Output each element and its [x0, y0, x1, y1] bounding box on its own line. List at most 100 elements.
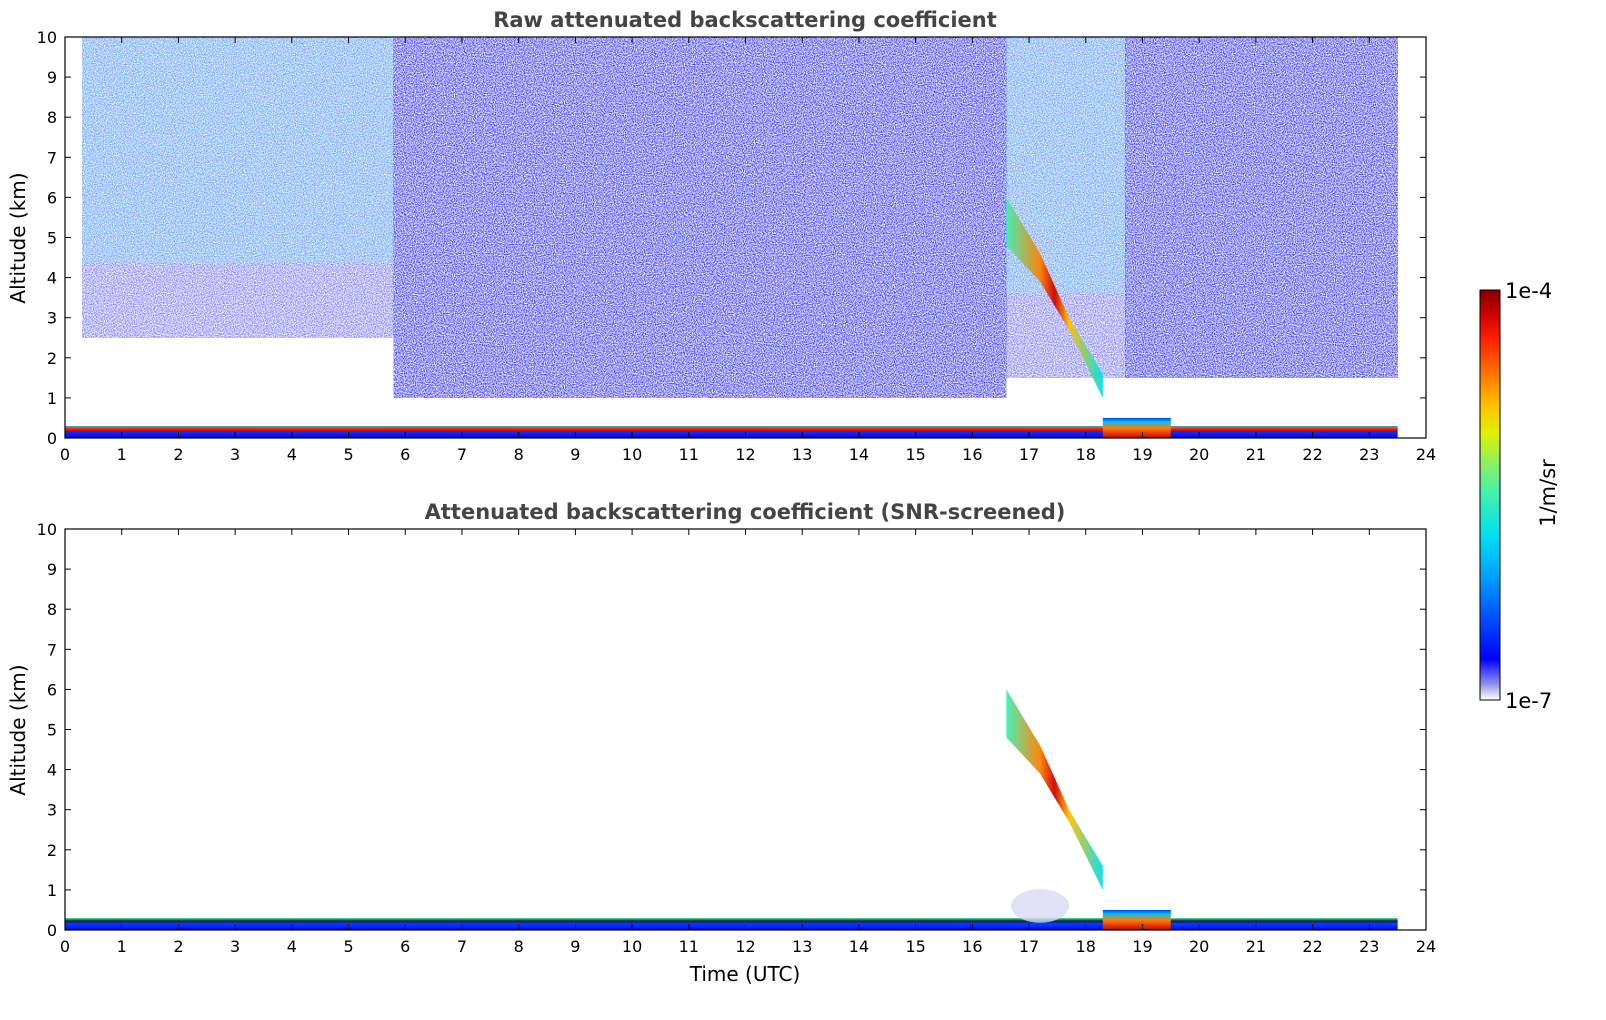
x-tick-label: 17	[1019, 445, 1039, 464]
y-tick-label: 8	[47, 600, 57, 619]
x-tick-label: 23	[1359, 937, 1379, 956]
x-tick-label: 22	[1302, 937, 1322, 956]
x-tick-label: 20	[1189, 937, 1209, 956]
x-tick-label: 19	[1132, 445, 1152, 464]
x-tick-label: 3	[230, 445, 240, 464]
x-tick-label: 5	[343, 445, 353, 464]
x-ticks: 0 1 2 3 4 5 6 7 8 9 10 11 12 13 14 15 16 17 18 19 20 21 22 23 24	[60, 37, 1436, 464]
heatmap-region-boundary-layer	[65, 425, 1398, 438]
colorbar-gradient	[1479, 289, 1501, 701]
x-tick-label: 6	[400, 937, 410, 956]
colorbar: 1e-4 1e-7 1/m/sr	[1479, 279, 1560, 713]
x-tick-label: 10	[622, 445, 642, 464]
x-tick-label: 10	[622, 937, 642, 956]
x-tick-label: 13	[792, 445, 812, 464]
colorbar-min-label: 1e-7	[1505, 689, 1552, 713]
x-tick-label: 1	[117, 937, 127, 956]
panel-title: Raw attenuated backscattering coefficien…	[493, 8, 997, 32]
x-tick-label: 9	[570, 937, 580, 956]
x-tick-label: 15	[905, 445, 925, 464]
y-tick-label: 9	[47, 560, 57, 579]
y-tick-label: 4	[47, 761, 57, 780]
y-axis-label: Altitude (km)	[6, 664, 30, 795]
y-tick-label: 7	[47, 148, 57, 167]
heatmap-region-background-noise	[1125, 37, 1398, 378]
x-tick-label: 21	[1246, 445, 1266, 464]
x-tick-label: 12	[735, 445, 755, 464]
x-tick-label: 18	[1076, 937, 1096, 956]
x-tick-label: 21	[1246, 937, 1266, 956]
x-tick-label: 9	[570, 445, 580, 464]
x-tick-label: 8	[514, 937, 524, 956]
y-tick-label: 0	[47, 429, 57, 448]
y-tick-label: 8	[47, 108, 57, 127]
x-tick-label: 14	[849, 937, 869, 956]
x-tick-label: 19	[1132, 937, 1152, 956]
y-tick-label: 2	[47, 349, 57, 368]
x-tick-label: 11	[679, 937, 699, 956]
x-tick-label: 14	[849, 445, 869, 464]
x-tick-label: 13	[792, 937, 812, 956]
colorbar-unit-label: 1/m/sr	[1536, 459, 1560, 527]
x-tick-label: 0	[60, 445, 70, 464]
x-tick-label: 4	[287, 937, 297, 956]
x-ticks: 0 1 2 3 4 5 6 7 8 9 10 11 12 13 14 15 16 17 18 19 20 21 22 23 24	[60, 529, 1436, 956]
heatmap-region-background-noise	[393, 37, 1007, 398]
y-tick-label: 6	[47, 680, 57, 699]
heatmap-region-cloud-layer	[1006, 689, 1103, 890]
x-tick-label: 16	[962, 445, 982, 464]
heatmap-region-precipitation	[1102, 909, 1171, 930]
y-tick-label: 2	[47, 841, 57, 860]
y-tick-label: 10	[37, 28, 57, 47]
colorbar-max-label: 1e-4	[1505, 279, 1552, 303]
heatmap-layers	[65, 37, 1398, 438]
heatmap-region-precipitation	[1102, 417, 1171, 438]
x-tick-label: 2	[173, 445, 183, 464]
y-tick-label: 7	[47, 640, 57, 659]
snr-screened-panel: Attenuated backscattering coefficient (S…	[6, 500, 1436, 986]
x-tick-label: 5	[343, 937, 353, 956]
y-ticks: 0 1 2 3 4 5 6 7 8 9 10	[37, 520, 1426, 940]
y-tick-label: 0	[47, 921, 57, 940]
panel-title: Attenuated backscattering coefficient (S…	[425, 500, 1066, 524]
x-tick-label: 0	[60, 937, 70, 956]
plot-frame	[64, 528, 1427, 931]
y-tick-label: 1	[47, 389, 57, 408]
x-axis-label: Time (UTC)	[689, 962, 801, 986]
heatmap-region-boundary-layer	[65, 917, 1398, 930]
heatmap-region-enhanced-noise	[82, 37, 394, 263]
y-tick-label: 6	[47, 188, 57, 207]
x-tick-label: 11	[679, 445, 699, 464]
x-tick-label: 8	[514, 445, 524, 464]
heatmap-region-cloud-layer	[1006, 197, 1103, 398]
raw-backscatter-panel: Raw attenuated backscattering coefficien…	[6, 8, 1436, 464]
x-tick-label: 24	[1416, 937, 1436, 956]
heatmap-region-faint-echo	[1011, 889, 1070, 923]
x-tick-label: 6	[400, 445, 410, 464]
x-tick-label: 12	[735, 937, 755, 956]
y-tick-label: 1	[47, 881, 57, 900]
x-tick-label: 20	[1189, 445, 1209, 464]
y-tick-label: 3	[47, 801, 57, 820]
y-ticks: 0 1 2 3 4 5 6 7 8 9 10	[37, 28, 1426, 448]
x-tick-label: 2	[173, 937, 183, 956]
x-tick-label: 4	[287, 445, 297, 464]
heatmap-layers	[65, 689, 1398, 930]
y-axis-label: Altitude (km)	[6, 172, 30, 303]
y-tick-label: 5	[47, 721, 57, 740]
y-tick-label: 5	[47, 229, 57, 248]
x-tick-label: 24	[1416, 445, 1436, 464]
y-tick-label: 9	[47, 68, 57, 87]
y-tick-label: 4	[47, 269, 57, 288]
x-tick-label: 7	[457, 445, 467, 464]
y-tick-label: 3	[47, 309, 57, 328]
x-tick-label: 18	[1076, 445, 1096, 464]
x-tick-label: 17	[1019, 937, 1039, 956]
x-tick-label: 23	[1359, 445, 1379, 464]
x-tick-label: 15	[905, 937, 925, 956]
x-tick-label: 22	[1302, 445, 1322, 464]
x-tick-label: 1	[117, 445, 127, 464]
x-tick-label: 3	[230, 937, 240, 956]
x-tick-label: 16	[962, 937, 982, 956]
